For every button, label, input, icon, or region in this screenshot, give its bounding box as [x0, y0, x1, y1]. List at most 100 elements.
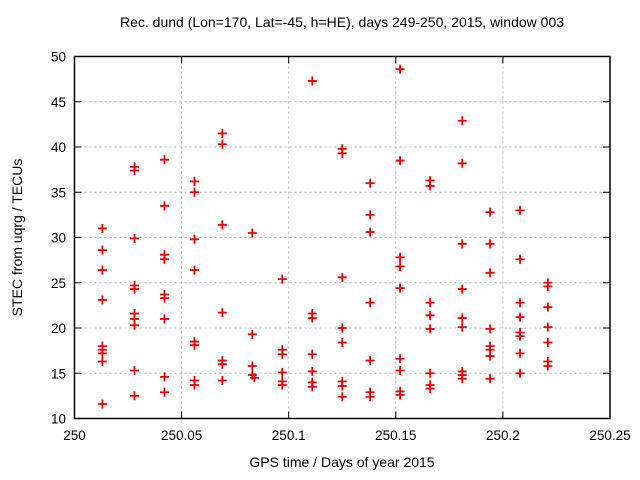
data-point-marker [395, 156, 405, 166]
data-point-marker [395, 390, 405, 400]
data-point-marker [425, 368, 435, 378]
x-axis-label: GPS time / Days of year 2015 [249, 454, 434, 470]
data-point-marker [515, 254, 525, 264]
data-point-marker [337, 392, 347, 402]
data-point-marker [365, 298, 375, 308]
data-point-marker [307, 349, 317, 359]
data-point-marker [337, 337, 347, 347]
data-point-marker [425, 310, 435, 320]
data-point-marker [277, 274, 287, 284]
data-point-marker [97, 348, 107, 358]
y-tick-label: 25 [51, 276, 66, 291]
y-tick-label: 40 [51, 140, 66, 155]
data-point-marker [365, 356, 375, 366]
data-point-marker [457, 374, 467, 384]
data-point-marker [425, 298, 435, 308]
data-point-marker [457, 322, 467, 332]
y-tick-label: 30 [51, 231, 66, 246]
data-point-marker [277, 380, 287, 390]
data-point-marker [395, 366, 405, 376]
x-tick-label: 250.05 [161, 428, 202, 443]
data-point-marker [129, 166, 139, 176]
y-tick-label: 10 [51, 412, 66, 427]
data-point-marker [97, 399, 107, 409]
data-point-marker [543, 302, 553, 312]
tick-labels: 10 15 20 25 30 35 40 45 50 250 250.05 250.1 250.15 25… [51, 50, 631, 444]
data-point-marker [97, 245, 107, 255]
data-point-marker [337, 381, 347, 391]
data-point-marker [543, 337, 553, 347]
data-point-marker [395, 64, 405, 74]
y-tick-label: 35 [51, 185, 66, 200]
data-point-marker [97, 356, 107, 366]
data-point-marker [395, 283, 405, 293]
data-point-marker [189, 265, 199, 275]
data-point-marker [217, 375, 227, 385]
data-point-marker [395, 261, 405, 271]
data-point-marker [159, 155, 169, 165]
data-point-marker [307, 76, 317, 86]
data-point-marker [97, 265, 107, 275]
data-point-marker [217, 128, 227, 138]
data-point-marker [337, 272, 347, 282]
data-point-marker [457, 158, 467, 168]
data-point-marker [543, 322, 553, 332]
data-point-marker [277, 349, 287, 359]
data-point-marker [485, 374, 495, 384]
data-point-marker [189, 176, 199, 186]
data-point-marker [159, 314, 169, 324]
data-point-marker [307, 382, 317, 392]
data-point-marker [189, 234, 199, 244]
data-point-marker [457, 313, 467, 323]
data-point-marker [129, 391, 139, 401]
data-point-marker [543, 281, 553, 291]
data-point-marker [515, 348, 525, 358]
data-point-marker [425, 384, 435, 394]
data-point-marker [485, 268, 495, 278]
data-point-marker [543, 361, 553, 371]
data-point-marker [425, 181, 435, 191]
data-point-marker [217, 359, 227, 369]
data-points [97, 64, 553, 409]
plot-border [73, 55, 611, 420]
data-point-marker [189, 187, 199, 197]
data-point-marker [129, 233, 139, 243]
data-point-marker [217, 220, 227, 230]
data-point-marker [217, 139, 227, 149]
data-point-marker [515, 312, 525, 322]
data-point-marker [159, 387, 169, 397]
data-point-marker [97, 295, 107, 305]
data-point-marker [129, 284, 139, 294]
data-point-marker [457, 284, 467, 294]
data-point-marker [515, 205, 525, 215]
x-tick-label: 250.2 [486, 428, 520, 443]
gridlines [74, 56, 610, 419]
data-point-marker [515, 331, 525, 341]
data-point-marker [457, 116, 467, 126]
data-point-marker [247, 228, 257, 238]
y-tick-label: 45 [51, 95, 66, 110]
data-point-marker [515, 298, 525, 308]
x-tick-label: 250 [63, 428, 86, 443]
data-point-marker [129, 366, 139, 376]
data-point-marker [337, 323, 347, 333]
y-axis-label: STEC from uqrg / TECUs [9, 159, 25, 317]
data-point-marker [247, 361, 257, 371]
data-point-marker [217, 308, 227, 318]
data-point-marker [159, 201, 169, 211]
data-point-marker [365, 227, 375, 237]
data-point-marker [485, 207, 495, 217]
data-point-marker [515, 368, 525, 378]
data-point-marker [159, 293, 169, 303]
x-tick-label: 250.1 [272, 428, 306, 443]
x-tick-label: 250.25 [589, 428, 630, 443]
data-point-marker [485, 239, 495, 249]
data-point-marker [159, 372, 169, 382]
y-tick-label: 20 [51, 321, 66, 336]
data-point-marker [457, 239, 467, 249]
data-point-marker [485, 324, 495, 334]
data-point-marker [97, 223, 107, 233]
data-point-marker [365, 392, 375, 402]
data-point-marker [365, 210, 375, 220]
